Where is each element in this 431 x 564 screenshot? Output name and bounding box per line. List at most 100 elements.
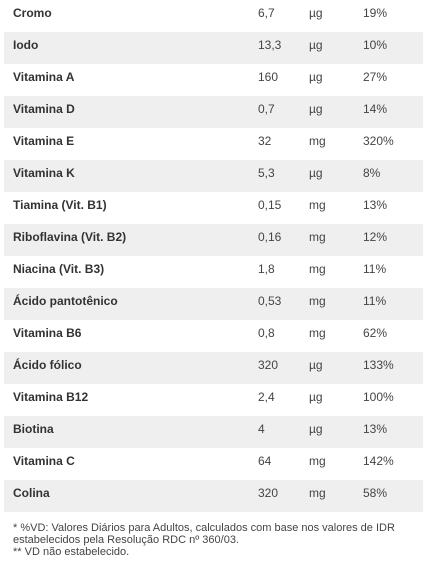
nutrient-quantity-cell: 0,53	[258, 288, 309, 320]
nutrient-daily-value-cell: 58%	[363, 480, 423, 512]
nutrient-unit: mg	[309, 294, 326, 308]
nutrient-unit: µg	[309, 102, 323, 116]
nutrient-daily-value: 13%	[363, 422, 388, 436]
nutrient-quantity-cell: 64	[258, 448, 309, 480]
nutrient-quantity-cell: 2,4	[258, 384, 309, 416]
nutrient-name-cell: Vitamina E	[4, 128, 258, 160]
nutrient-daily-value-cell: 27%	[363, 64, 423, 96]
footnote: * %VD: Valores Diários para Adultos, cal…	[13, 522, 417, 558]
nutrient-quantity: 0,7	[258, 102, 275, 116]
nutrient-unit: mg	[309, 262, 326, 276]
nutrient-quantity-cell: 4	[258, 416, 309, 448]
nutrient-name-cell: Vitamina B6	[4, 320, 258, 352]
nutrient-name-cell: Tiamina (Vit. B1)	[4, 192, 258, 224]
nutrient-quantity: 6,7	[258, 6, 275, 20]
nutrient-unit-cell: µg	[309, 32, 363, 64]
nutrient-name: Niacina (Vit. B3)	[13, 262, 105, 276]
nutrient-quantity-cell: 0,15	[258, 192, 309, 224]
nutrient-quantity: 160	[258, 70, 279, 84]
nutrient-unit: µg	[309, 38, 323, 52]
table-row: Niacina (Vit. B3) 1,8 mg 11%	[4, 256, 423, 288]
nutrient-daily-value: 62%	[363, 326, 388, 340]
nutrient-name: Iodo	[13, 38, 39, 52]
nutrient-daily-value-cell: 100%	[363, 384, 423, 416]
nutrient-unit-cell: µg	[309, 384, 363, 416]
nutrient-unit: µg	[309, 166, 323, 180]
nutrient-quantity: 64	[258, 454, 272, 468]
nutrient-name-cell: Vitamina C	[4, 448, 258, 480]
nutrient-daily-value-cell: 14%	[363, 96, 423, 128]
nutrient-name: Vitamina B12	[13, 390, 89, 404]
nutrient-daily-value: 58%	[363, 486, 388, 500]
nutrient-quantity-cell: 6,7	[258, 0, 309, 32]
nutrient-quantity: 32	[258, 134, 272, 148]
nutrient-unit-cell: µg	[309, 0, 363, 32]
nutrient-quantity: 0,53	[258, 294, 282, 308]
nutrient-unit: µg	[309, 70, 323, 84]
footnote-not-established: ** VD não estabelecido.	[13, 546, 130, 558]
table-row: Tiamina (Vit. B1) 0,15 mg 13%	[4, 192, 423, 224]
table-row: Iodo 13,3 µg 10%	[4, 32, 423, 64]
nutrient-unit: mg	[309, 230, 326, 244]
table-row: Ácido fólico 320 µg 133%	[4, 352, 423, 384]
nutrient-name-cell: Iodo	[4, 32, 258, 64]
nutrient-quantity-cell: 13,3	[258, 32, 309, 64]
nutrient-name: Vitamina E	[13, 134, 75, 148]
nutrition-panel: Cromo 6,7 µg 19% Iodo 13,3 µg 10% Vitamina A 160 µ…	[4, 0, 427, 558]
table-row: Cromo 6,7 µg 19%	[4, 0, 423, 32]
nutrient-unit: µg	[309, 358, 323, 372]
nutrient-quantity: 320	[258, 358, 279, 372]
nutrient-quantity: 2,4	[258, 390, 275, 404]
table-row: Colina 320 mg 58%	[4, 480, 423, 512]
nutrient-name: Vitamina D	[13, 102, 75, 116]
nutrient-unit: µg	[309, 390, 323, 404]
nutrient-daily-value: 8%	[363, 166, 381, 180]
nutrient-daily-value-cell: 11%	[363, 256, 423, 288]
nutrient-daily-value-cell: 19%	[363, 0, 423, 32]
nutrient-quantity-cell: 160	[258, 64, 309, 96]
nutrient-quantity: 320	[258, 486, 279, 500]
nutrient-name: Vitamina B6	[13, 326, 82, 340]
table-row: Vitamina K 5,3 µg 8%	[4, 160, 423, 192]
nutrient-daily-value-cell: 142%	[363, 448, 423, 480]
nutrient-quantity-cell: 5,3	[258, 160, 309, 192]
nutrient-name: Vitamina C	[13, 454, 75, 468]
nutrient-quantity: 0,15	[258, 198, 282, 212]
table-row: Riboflavina (Vit. B2) 0,16 mg 12%	[4, 224, 423, 256]
nutrient-daily-value-cell: 12%	[363, 224, 423, 256]
nutrient-name: Ácido fólico	[13, 358, 82, 372]
nutrient-quantity: 0,8	[258, 326, 275, 340]
nutrient-daily-value-cell: 133%	[363, 352, 423, 384]
nutrient-quantity-cell: 0,7	[258, 96, 309, 128]
nutrient-daily-value-cell: 11%	[363, 288, 423, 320]
nutrient-name: Vitamina K	[13, 166, 75, 180]
nutrient-quantity: 13,3	[258, 38, 282, 52]
nutrient-name: Ácido pantotênico	[13, 294, 118, 308]
table-row: Vitamina A 160 µg 27%	[4, 64, 423, 96]
nutrient-daily-value-cell: 320%	[363, 128, 423, 160]
nutrient-name-cell: Ácido pantotênico	[4, 288, 258, 320]
table-row: Vitamina B6 0,8 mg 62%	[4, 320, 423, 352]
nutrient-name-cell: Vitamina D	[4, 96, 258, 128]
nutrient-daily-value-cell: 8%	[363, 160, 423, 192]
nutrient-unit-cell: µg	[309, 64, 363, 96]
nutrient-unit-cell: mg	[309, 320, 363, 352]
nutrient-name-cell: Biotina	[4, 416, 258, 448]
nutrient-quantity: 0,16	[258, 230, 282, 244]
nutrient-daily-value: 133%	[363, 358, 394, 372]
footnote-vd-definition: * %VD: Valores Diários para Adultos, cal…	[13, 522, 395, 546]
nutrient-unit: mg	[309, 326, 326, 340]
nutrient-daily-value: 12%	[363, 230, 388, 244]
nutrient-name-cell: Vitamina B12	[4, 384, 258, 416]
nutrient-daily-value: 11%	[363, 294, 387, 308]
table-row: Vitamina D 0,7 µg 14%	[4, 96, 423, 128]
nutrient-name: Riboflavina (Vit. B2)	[13, 230, 127, 244]
nutrient-name: Cromo	[13, 6, 52, 20]
table-row: Biotina 4 µg 13%	[4, 416, 423, 448]
nutrient-name-cell: Ácido fólico	[4, 352, 258, 384]
nutrient-name: Biotina	[13, 422, 54, 436]
nutrition-table: Cromo 6,7 µg 19% Iodo 13,3 µg 10% Vitamina A 160 µ…	[4, 0, 423, 512]
nutrient-name: Vitamina A	[13, 70, 75, 84]
nutrient-daily-value: 19%	[363, 6, 388, 20]
nutrient-daily-value: 27%	[363, 70, 388, 84]
